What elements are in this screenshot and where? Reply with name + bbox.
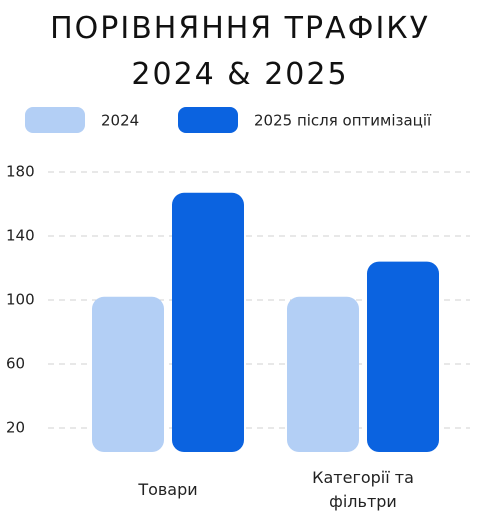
- y-tick-label: 60: [6, 355, 25, 373]
- x-tick-label: Категорії та фільтри: [312, 468, 414, 511]
- bar: [287, 296, 359, 452]
- y-tick-label: 140: [6, 227, 35, 245]
- bar: [172, 192, 244, 453]
- bar: [367, 261, 439, 452]
- bar: [92, 296, 164, 452]
- legend-label: 2025 після оптимізації: [254, 112, 432, 130]
- chart-title: ПОРІВНЯННЯ ТРАФІКУ 2024 & 2025: [50, 11, 430, 92]
- legend-label: 2024: [101, 112, 139, 130]
- y-tick-label: 180: [6, 163, 35, 181]
- y-tick-label: 20: [6, 419, 25, 437]
- legend-swatch: [178, 107, 238, 133]
- x-tick-label: Товари: [138, 480, 198, 499]
- y-tick-label: 100: [6, 291, 35, 309]
- legend-swatch: [25, 107, 85, 133]
